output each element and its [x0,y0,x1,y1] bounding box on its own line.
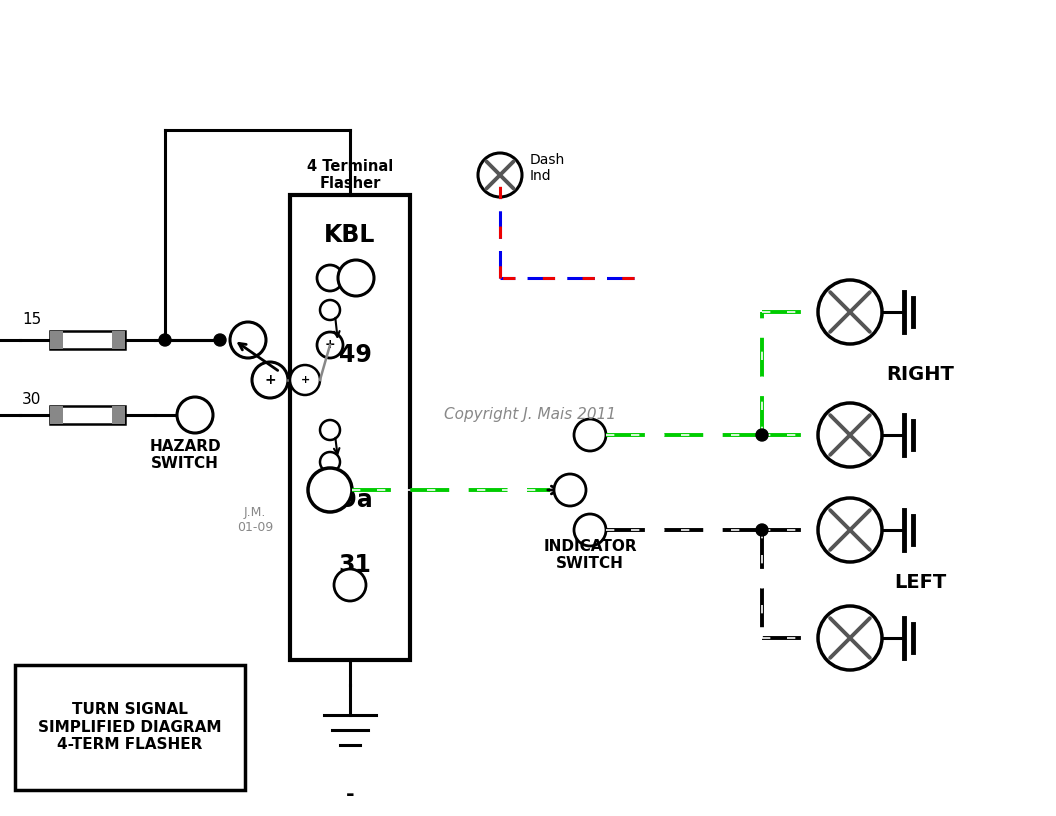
Text: INDICATOR
SWITCH: INDICATOR SWITCH [543,539,637,571]
Circle shape [252,362,288,398]
Circle shape [574,419,606,451]
Circle shape [818,606,882,670]
Bar [51,331,125,349]
Bar [51,331,63,349]
Circle shape [159,334,171,346]
Circle shape [756,524,768,536]
Circle shape [320,420,340,440]
Text: 15: 15 [22,313,41,327]
Circle shape [478,153,522,197]
Circle shape [230,322,266,358]
Circle shape [317,332,343,358]
Circle shape [214,334,226,346]
Text: KBL: KBL [324,223,376,247]
Text: 4 Terminal
Flasher: 4 Terminal Flasher [307,159,393,191]
Bar [290,195,410,660]
Bar [112,406,125,424]
Circle shape [308,468,352,512]
Circle shape [317,265,343,291]
Circle shape [818,403,882,467]
Text: +: + [300,375,309,385]
Text: 49a: 49a [323,488,373,512]
Text: Copyright J. Mais 2011: Copyright J. Mais 2011 [444,407,616,423]
Text: LEFT: LEFT [893,574,946,592]
Circle shape [177,397,213,433]
Circle shape [338,260,374,296]
Circle shape [818,280,882,344]
Bar [112,331,125,349]
Text: +: + [264,373,276,387]
Text: -: - [345,785,355,805]
Text: Dash
Ind: Dash Ind [530,153,565,183]
Bar [51,406,63,424]
Circle shape [290,365,320,395]
Text: J.M.
01-09: J.M. 01-09 [237,506,274,534]
Text: +: + [324,339,336,352]
Text: RIGHT: RIGHT [886,366,954,384]
Text: HAZARD
SWITCH: HAZARD SWITCH [149,439,221,471]
Circle shape [818,498,882,562]
Circle shape [574,514,606,546]
Circle shape [334,569,366,601]
Circle shape [320,300,340,320]
Text: 49: 49 [339,343,372,367]
Text: 31: 31 [339,553,372,577]
Circle shape [756,429,768,441]
Circle shape [320,452,340,472]
Bar [51,406,125,424]
Bar [15,665,245,790]
Circle shape [554,474,586,506]
Text: TURN SIGNAL
SIMPLIFIED DIAGRAM
4-TERM FLASHER: TURN SIGNAL SIMPLIFIED DIAGRAM 4-TERM FL… [38,702,222,752]
Text: 30: 30 [22,392,41,407]
